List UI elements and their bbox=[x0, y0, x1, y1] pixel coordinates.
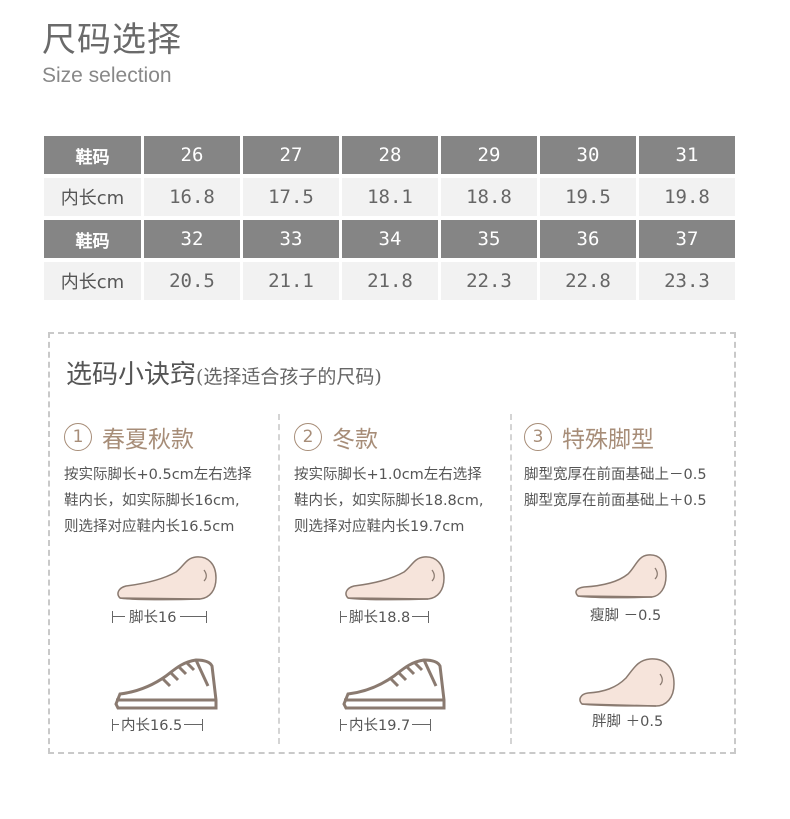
tip-description: 按实际脚长+0.5cm左右选择 鞋内长，如实际脚长16cm, 则选择对应鞋内长1… bbox=[64, 462, 284, 540]
row-label-length: 内长cm bbox=[44, 262, 141, 300]
tip-line: 脚型宽厚在前面基础上＋0.5 bbox=[524, 493, 707, 509]
size-cell: 34 bbox=[342, 220, 438, 258]
shoe-length-label: 内长16.5 bbox=[121, 718, 183, 734]
length-cell: 21.1 bbox=[243, 262, 339, 300]
circled-number-1: 1 bbox=[64, 423, 92, 451]
sneaker-icon bbox=[342, 658, 446, 710]
size-cell: 26 bbox=[144, 136, 240, 174]
tips-box: 选码小诀窍(选择适合孩子的尺码) 1 春夏秋款 按实际脚长+0.5cm左右选择 … bbox=[48, 332, 736, 754]
tip-column-1: 1 春夏秋款 按实际脚长+0.5cm左右选择 鞋内长，如实际脚长16cm, 则选… bbox=[64, 420, 284, 540]
tip-line: 脚型宽厚在前面基础上－0.5 bbox=[524, 467, 707, 483]
tip-heading-3: 3 特殊脚型 bbox=[524, 420, 744, 454]
thin-foot-label: 瘦脚 －0.5 bbox=[590, 608, 662, 624]
tip-line: 鞋内长，如实际脚长18.8cm, bbox=[294, 493, 484, 509]
fat-foot-label: 胖脚 ＋0.5 bbox=[592, 714, 664, 730]
length-cell: 18.1 bbox=[342, 178, 438, 216]
row-label-size: 鞋码 bbox=[44, 220, 141, 258]
tip-heading-1: 1 春夏秋款 bbox=[64, 420, 284, 454]
tip-line: 鞋内长，如实际脚长16cm, bbox=[64, 493, 240, 509]
foot-length-label: 脚长18.8 bbox=[349, 610, 411, 626]
circled-number-3: 3 bbox=[524, 423, 552, 451]
size-cell: 32 bbox=[144, 220, 240, 258]
tips-title: 选码小诀窍(选择适合孩子的尺码) bbox=[66, 354, 382, 391]
length-cell: 22.3 bbox=[441, 262, 537, 300]
length-cell: 17.5 bbox=[243, 178, 339, 216]
tip-description: 脚型宽厚在前面基础上－0.5 脚型宽厚在前面基础上＋0.5 bbox=[524, 462, 744, 514]
tip-column-2: 2 冬款 按实际脚长+1.0cm左右选择 鞋内长，如实际脚长18.8cm, 则选… bbox=[294, 420, 514, 540]
tip-heading-text: 特殊脚型 bbox=[562, 427, 654, 453]
column-divider bbox=[278, 414, 280, 744]
tip-description: 按实际脚长+1.0cm左右选择 鞋内长，如实际脚长18.8cm, 则选择对应鞋内… bbox=[294, 462, 514, 540]
tip-heading-text: 冬款 bbox=[332, 427, 378, 453]
tip-heading-2: 2 冬款 bbox=[294, 420, 514, 454]
page-subtitle: Size selection bbox=[42, 64, 172, 87]
size-cell: 33 bbox=[243, 220, 339, 258]
length-cell: 19.8 bbox=[639, 178, 735, 216]
tip-line: 则选择对应鞋内长19.7cm bbox=[294, 519, 465, 535]
length-cell: 16.8 bbox=[144, 178, 240, 216]
foot-length-measure: 脚长16 bbox=[112, 606, 208, 627]
tip-column-3: 3 特殊脚型 脚型宽厚在前面基础上－0.5 脚型宽厚在前面基础上＋0.5 bbox=[524, 420, 744, 514]
foot-icon bbox=[117, 556, 217, 601]
shoe-length-measure: 内长16.5 bbox=[112, 714, 204, 735]
tip-heading-text: 春夏秋款 bbox=[102, 427, 194, 453]
column-divider bbox=[510, 414, 512, 744]
size-cell: 36 bbox=[540, 220, 636, 258]
tip-line: 按实际脚长+1.0cm左右选择 bbox=[294, 467, 482, 483]
length-cell: 22.8 bbox=[540, 262, 636, 300]
shoe-length-label: 内长19.7 bbox=[349, 718, 411, 734]
length-cell: 21.8 bbox=[342, 262, 438, 300]
length-cell: 23.3 bbox=[639, 262, 735, 300]
size-cell: 29 bbox=[441, 136, 537, 174]
thin-foot-icon bbox=[575, 554, 667, 599]
circled-number-2: 2 bbox=[294, 423, 322, 451]
length-cell: 18.8 bbox=[441, 178, 537, 216]
foot-length-measure: 脚长18.8 bbox=[340, 606, 430, 627]
length-cell: 20.5 bbox=[144, 262, 240, 300]
fat-foot-icon bbox=[579, 658, 675, 707]
size-cell: 35 bbox=[441, 220, 537, 258]
size-cell: 30 bbox=[540, 136, 636, 174]
foot-icon bbox=[345, 556, 445, 601]
row-label-size: 鞋码 bbox=[44, 136, 141, 174]
row-label-length: 内长cm bbox=[44, 178, 141, 216]
page-title: 尺码选择 bbox=[42, 20, 182, 60]
size-cell: 27 bbox=[243, 136, 339, 174]
size-table: 鞋码 26 27 28 29 30 31 内长cm 16.8 17.5 18.1… bbox=[44, 136, 735, 300]
length-cell: 19.5 bbox=[540, 178, 636, 216]
tip-line: 按实际脚长+0.5cm左右选择 bbox=[64, 467, 252, 483]
foot-length-label: 脚长16 bbox=[129, 610, 177, 626]
size-cell: 31 bbox=[639, 136, 735, 174]
size-cell: 37 bbox=[639, 220, 735, 258]
tips-subtitle: (选择适合孩子的尺码) bbox=[196, 366, 382, 388]
size-cell: 28 bbox=[342, 136, 438, 174]
tip-line: 则选择对应鞋内长16.5cm bbox=[64, 519, 235, 535]
tips-title-text: 选码小诀窍 bbox=[66, 360, 197, 390]
shoe-length-measure: 内长19.7 bbox=[340, 714, 432, 735]
sneaker-icon bbox=[114, 658, 218, 710]
